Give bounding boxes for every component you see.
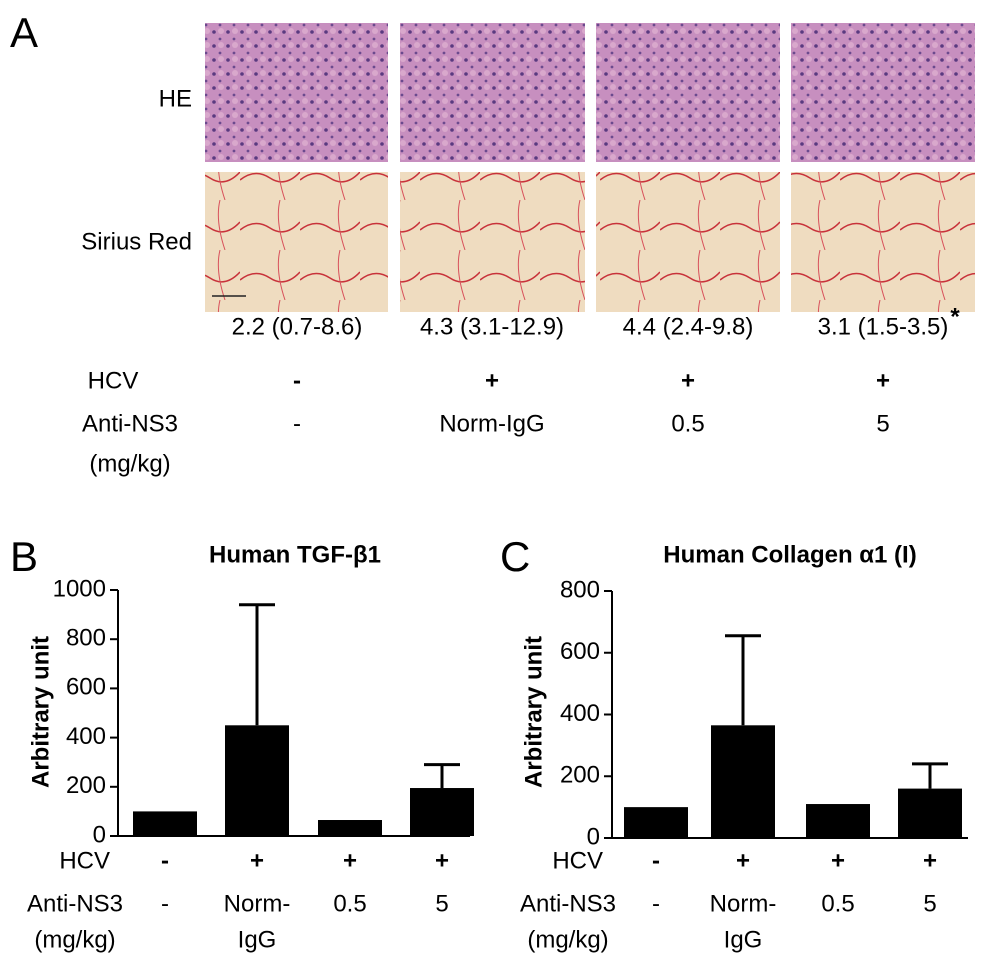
significance: * xyxy=(950,303,960,330)
condition-label: Anti-NS3 xyxy=(27,890,123,917)
hcv-value: - xyxy=(161,847,169,874)
y-tick-label: 600 xyxy=(560,638,600,665)
hcv-value: + xyxy=(343,847,357,874)
y-tick-label: 1000 xyxy=(53,575,106,602)
panel-label: A xyxy=(10,9,38,56)
sirius-red-images xyxy=(205,172,975,312)
bar xyxy=(806,804,870,838)
hcv-value: - xyxy=(652,847,660,874)
hcv-value: + xyxy=(681,367,695,394)
score: 4.3 (3.1-12.9) xyxy=(420,313,564,340)
score: 3.1 (1.5-3.5) xyxy=(818,313,949,340)
hcv-value: + xyxy=(435,847,449,874)
bar xyxy=(624,807,688,838)
anti-ns3-value: Norm- xyxy=(224,890,291,917)
bar xyxy=(711,725,775,838)
hcv-value: - xyxy=(293,367,301,394)
y-tick-label: 800 xyxy=(66,625,106,652)
anti-ns3-value: - xyxy=(293,410,301,437)
panel-label: B xyxy=(10,533,38,580)
y-tick-label: 400 xyxy=(66,723,106,750)
bar xyxy=(225,725,289,836)
condition-label: (mg/kg) xyxy=(527,926,608,953)
anti-ns3-value: 5 xyxy=(923,890,936,917)
anti-ns3-value: - xyxy=(161,890,169,917)
panel-label: C xyxy=(500,533,530,580)
hcv-value: + xyxy=(831,847,845,874)
anti-ns3-value: 0.5 xyxy=(333,890,366,917)
condition-label: (mg/kg) xyxy=(34,926,115,953)
anti-ns3-value: - xyxy=(652,890,660,917)
chart-title: Human Collagen α1 (I) xyxy=(663,541,916,568)
y-tick-label: 400 xyxy=(560,700,600,727)
score: 4.4 (2.4-9.8) xyxy=(623,313,754,340)
y-axis-label: Arbitrary unit xyxy=(27,636,54,788)
row-label: Sirius Red xyxy=(81,228,192,255)
chart-title: Human TGF-β1 xyxy=(209,541,381,568)
condition-label: HCV xyxy=(88,367,139,394)
row-label: HE xyxy=(159,85,192,112)
hcv-value: + xyxy=(736,847,750,874)
y-tick-label: 0 xyxy=(587,823,600,850)
anti-ns3-value: IgG xyxy=(724,926,763,953)
bar xyxy=(410,788,474,836)
y-tick-label: 0 xyxy=(93,821,106,848)
condition-label: Anti-NS3 xyxy=(520,890,616,917)
anti-ns3-value: 0.5 xyxy=(671,410,704,437)
y-tick-label: 800 xyxy=(560,576,600,603)
condition-label: HCV xyxy=(59,847,110,874)
score: 2.2 (0.7-8.6) xyxy=(232,313,363,340)
bar xyxy=(318,820,382,836)
anti-ns3-value: IgG xyxy=(238,926,277,953)
bar xyxy=(898,788,962,838)
anti-ns3-value: Norm- xyxy=(710,890,777,917)
anti-ns3-value: 5 xyxy=(435,890,448,917)
he-images xyxy=(205,23,975,162)
hcv-value: + xyxy=(485,367,499,394)
condition-label: (mg/kg) xyxy=(89,450,170,477)
hcv-value: + xyxy=(876,367,890,394)
y-tick-label: 200 xyxy=(66,772,106,799)
bar xyxy=(133,811,197,836)
hcv-value: + xyxy=(923,847,937,874)
y-tick-label: 200 xyxy=(560,762,600,789)
anti-ns3-value: 0.5 xyxy=(821,890,854,917)
anti-ns3-value: Norm-IgG xyxy=(439,410,544,437)
y-tick-label: 600 xyxy=(66,674,106,701)
condition-label: Anti-NS3 xyxy=(82,410,178,437)
condition-label: HCV xyxy=(552,847,603,874)
anti-ns3-value: 5 xyxy=(876,410,889,437)
y-axis-label: Arbitrary unit xyxy=(520,636,547,788)
hcv-value: + xyxy=(250,847,264,874)
